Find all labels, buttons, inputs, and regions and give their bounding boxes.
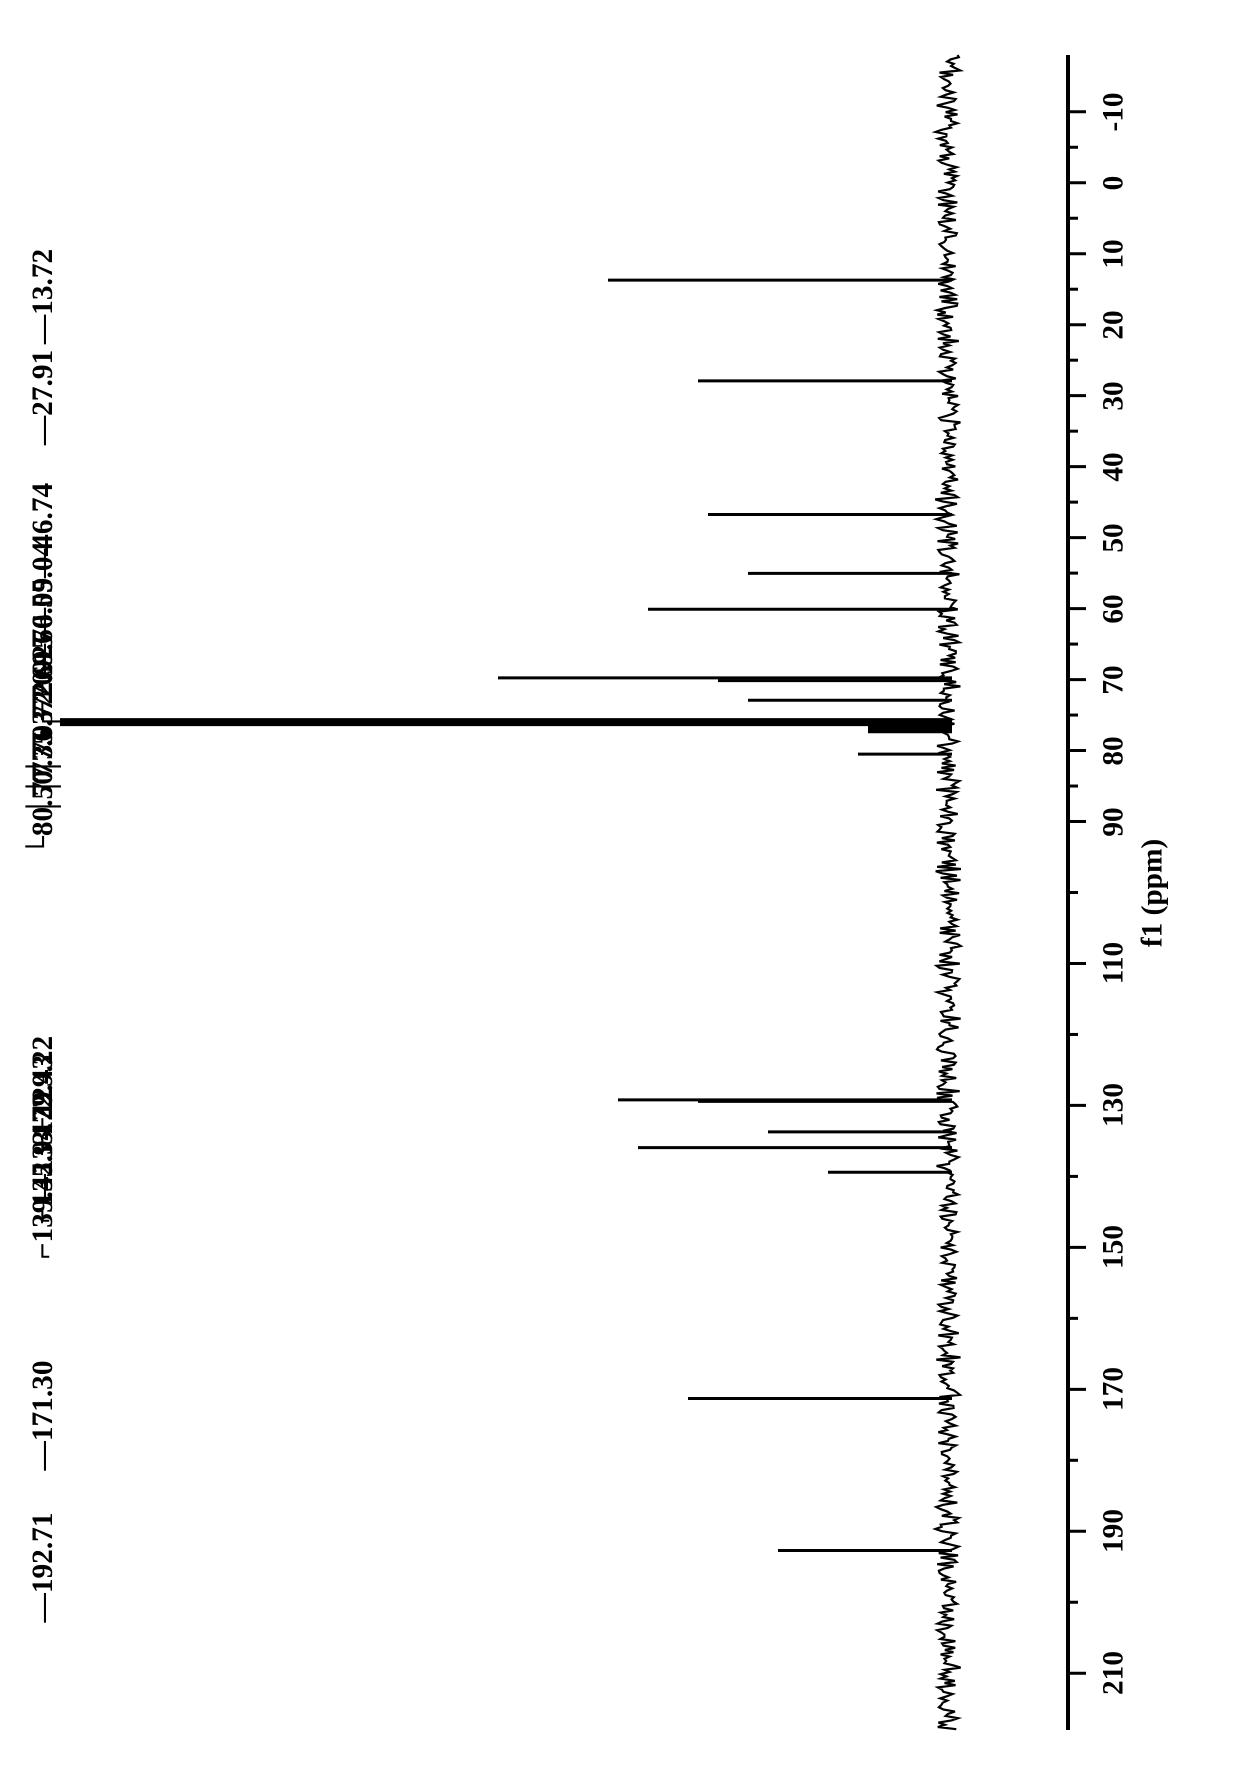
axis-tick-label: 150 [1098,1225,1131,1269]
axis-title: f1 (ppm) [1137,838,1170,946]
axis-tick-label: 210 [1098,1651,1131,1695]
axis-tick-label: -10 [1098,92,1131,131]
spectrum-svg [0,0,1240,1785]
axis-tick-label: 0 [1098,175,1131,190]
peak-label: —192.71 [27,1512,60,1622]
axis-tick-label: 70 [1098,665,1131,694]
axis-tick-label: 20 [1098,310,1131,339]
peak-label: —46.74 [27,483,60,578]
axis-tick-label: 110 [1098,942,1131,984]
nmr-spectrum-figure: -10 0 10 20 30 40 50 60 70 80 90 110 130 150 170 190 210… [0,0,1240,1785]
axis-tick-label: 170 [1098,1367,1131,1411]
axis-tick-label: 130 [1098,1083,1131,1127]
axis-tick-label: 40 [1098,452,1131,481]
peak-label: —27.91 [27,350,60,445]
axis-tick-label: 190 [1098,1509,1131,1553]
peak-label: ⌐129.22 [27,1036,60,1133]
axis-tick-label: 50 [1098,523,1131,552]
axis-tick-label: 10 [1098,239,1131,268]
axis-tick-label: 80 [1098,736,1131,765]
peak-label: —171.30 [27,1360,60,1470]
axis-tick-label: 90 [1098,807,1131,836]
peak-label: —13.72 [27,249,60,344]
axis-tick-label: 30 [1098,381,1131,410]
axis-tick-label: 60 [1098,594,1131,623]
